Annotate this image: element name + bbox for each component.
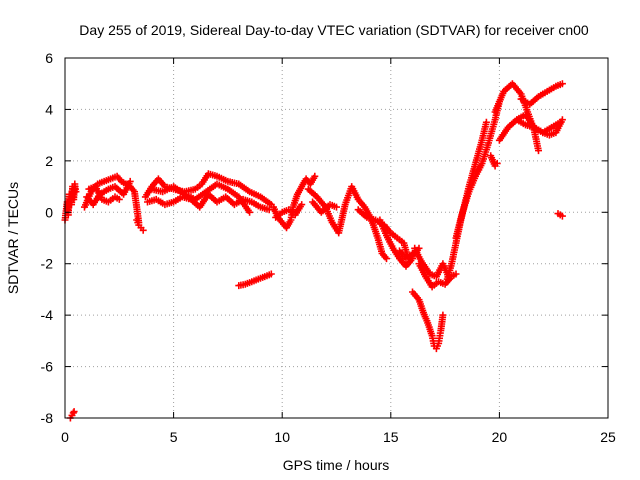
plus-markers [85, 183, 123, 206]
plus-markers [272, 201, 306, 221]
plus-markers [554, 210, 566, 220]
series-pre-dip-2 [272, 201, 306, 221]
y-tick-label: 6 [45, 50, 53, 66]
plus-markers [376, 216, 416, 270]
plus-markers [66, 408, 78, 422]
plus-markers [517, 80, 566, 108]
y-tick-label: -2 [41, 256, 54, 272]
y-tick-label: -6 [41, 359, 54, 375]
x-tick-label: 5 [170, 429, 178, 445]
series-mid-band-3 [148, 180, 254, 216]
plus-markers [309, 198, 340, 216]
series-fall-4 [376, 216, 416, 270]
series-start-cluster [61, 180, 80, 224]
chart-title: Day 255 of 2019, Sidereal Day-to-day VTE… [79, 22, 589, 38]
plus-markers [304, 183, 390, 263]
y-tick-label: -4 [41, 307, 54, 323]
series-rise-blob [487, 152, 501, 170]
y-tick-label: 0 [45, 204, 53, 220]
plus-markers [513, 111, 566, 139]
x-axis-label: GPS time / hours [283, 457, 390, 473]
plus-markers [148, 180, 254, 216]
series-early-dip [133, 216, 147, 234]
series-mid-outlier [235, 270, 275, 290]
x-tick-label: 0 [61, 429, 69, 445]
series-peak-4 [513, 111, 566, 139]
y-tick-label: 4 [45, 101, 53, 117]
series-early-band-3 [85, 183, 123, 206]
y-axis-label: SDTVAR / TECUs [5, 182, 21, 294]
x-axis-ticks: 0 5 10 15 20 25 [61, 58, 616, 445]
series-end-outlier [554, 210, 566, 220]
x-tick-label: 25 [600, 429, 616, 445]
x-tick-label: 15 [383, 429, 399, 445]
grid-lines [65, 58, 608, 418]
y-tick-label: -8 [41, 410, 54, 426]
plus-markers [133, 216, 147, 234]
y-tick-label: 2 [45, 153, 53, 169]
data-markers [61, 80, 566, 422]
series-start-outlier [66, 408, 78, 422]
x-tick-label: 20 [492, 429, 508, 445]
plus-markers [452, 98, 503, 242]
plus-markers [61, 180, 80, 224]
series-peak-3 [517, 80, 566, 108]
y-axis-ticks: -8 -6 -4 -2 0 2 4 6 [41, 50, 608, 426]
series-trough-1 [409, 288, 447, 353]
plot-frame [64, 57, 609, 419]
plus-markers [487, 152, 501, 170]
plus-markers [235, 270, 275, 290]
series-rise-2 [452, 98, 503, 242]
plus-markers [409, 288, 447, 353]
series-fall-1 [304, 183, 390, 263]
x-tick-label: 10 [274, 429, 290, 445]
series-fall-2 [309, 198, 340, 216]
